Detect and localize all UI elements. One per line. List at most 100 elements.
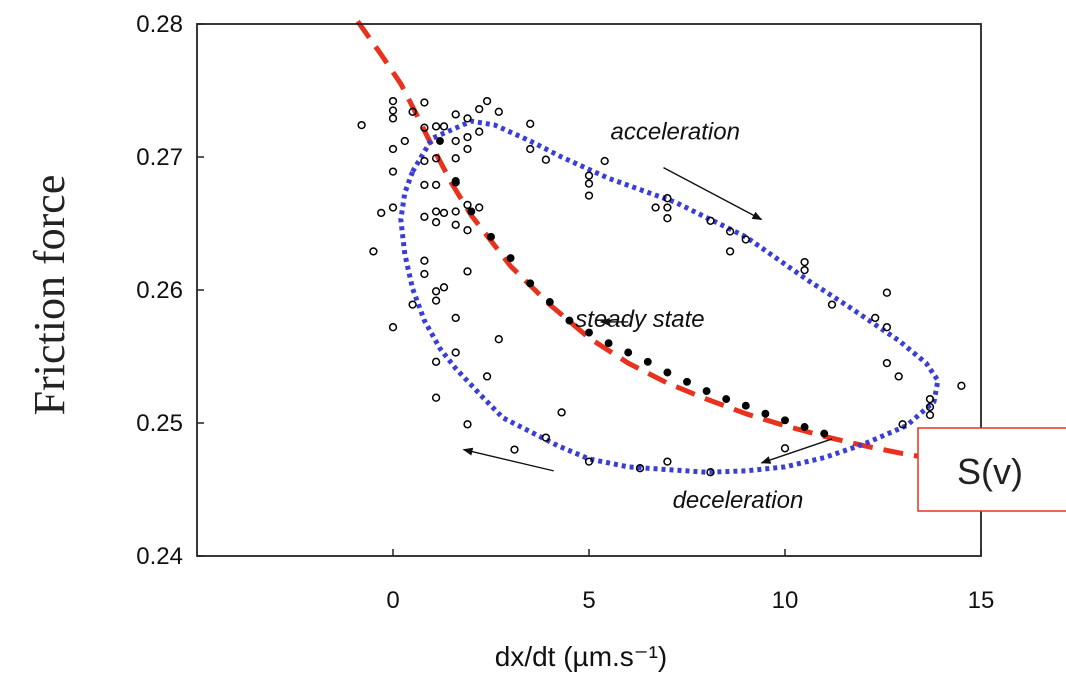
data-point — [357, 120, 366, 130]
data-point — [882, 323, 892, 332]
data-point — [451, 154, 460, 163]
data-point — [431, 207, 441, 216]
steady-state-point — [604, 339, 613, 348]
steady-state-point — [585, 328, 593, 337]
x-tick-label: 10 — [772, 587, 799, 614]
x-tick-label: 0 — [386, 587, 399, 614]
data-point — [706, 216, 715, 225]
data-point — [663, 203, 672, 212]
data-point — [451, 207, 460, 216]
annotation-arrow — [760, 438, 833, 464]
data-point — [451, 110, 460, 119]
annotation-label: acceleration — [611, 119, 740, 146]
data-point — [369, 247, 378, 256]
data-point — [451, 136, 460, 146]
data-point — [420, 123, 429, 132]
steady-state-point — [741, 401, 750, 410]
y-tick-label: 0.25 — [136, 410, 183, 437]
data-point — [800, 257, 809, 267]
steady-state-point — [683, 377, 691, 386]
data-point — [431, 154, 441, 163]
data-point — [400, 136, 409, 146]
data-point — [780, 444, 790, 453]
data-point — [388, 203, 398, 212]
y-tick-label: 0.26 — [136, 277, 183, 304]
data-point — [431, 122, 441, 131]
data-point — [482, 372, 492, 381]
data-point — [408, 107, 417, 116]
steady-state-point — [467, 207, 476, 216]
steady-state-point — [451, 176, 460, 185]
data-point — [431, 357, 441, 366]
data-point — [482, 96, 492, 106]
data-point — [526, 144, 535, 154]
data-point — [431, 218, 441, 227]
data-point — [431, 287, 441, 296]
steady-state-point — [781, 416, 789, 425]
data-point — [494, 335, 503, 344]
data-point — [463, 267, 472, 276]
data-points — [357, 96, 966, 477]
sv-label: S(v) — [957, 451, 1023, 492]
data-point — [420, 98, 429, 107]
data-point — [541, 155, 551, 164]
y-tick-label: 0.27 — [136, 144, 183, 171]
steady-state-point — [761, 409, 770, 418]
data-point — [439, 283, 449, 292]
data-point — [451, 313, 460, 323]
plot-frame — [196, 23, 982, 557]
data-point — [431, 393, 441, 402]
y-axis-label: Friction force — [25, 175, 74, 416]
data-point — [957, 381, 966, 390]
data-point — [463, 144, 472, 154]
steady-state-point — [436, 137, 444, 145]
data-point — [584, 179, 594, 188]
data-point — [463, 420, 472, 429]
data-point — [431, 296, 441, 305]
data-point — [388, 144, 398, 154]
steady-state-point — [526, 279, 535, 288]
annotation-arrow — [462, 447, 554, 472]
data-point — [388, 167, 398, 176]
data-point — [871, 313, 880, 323]
data-point — [882, 288, 892, 297]
data-point — [557, 408, 566, 417]
steady-state-point — [722, 395, 731, 404]
steady-state-fit-curve — [355, 19, 994, 470]
data-point — [451, 348, 460, 357]
curves — [355, 19, 994, 475]
annotation-label: deceleration — [673, 487, 804, 514]
steady-state-point — [820, 429, 829, 438]
y-tick-label: 0.28 — [136, 11, 183, 38]
data-point — [584, 457, 594, 466]
data-point — [725, 227, 735, 236]
axis-ticks: 0.24 0.25 0.26 0.27 0.28 0 5 10 15 — [136, 11, 994, 614]
data-point — [800, 265, 809, 275]
data-point — [420, 269, 429, 279]
data-point — [451, 220, 460, 229]
data-point — [894, 372, 903, 381]
data-point — [420, 256, 429, 265]
data-point — [420, 180, 429, 190]
steady-state-point — [702, 387, 711, 396]
data-point — [420, 212, 429, 221]
data-point — [663, 457, 672, 466]
x-axis-label: dx/dt (µm.s⁻¹) — [495, 641, 667, 672]
data-point — [725, 247, 735, 256]
data-point — [463, 114, 472, 123]
data-point — [408, 300, 417, 309]
data-point — [663, 214, 672, 223]
data-point — [584, 171, 594, 180]
annotation-label: steady state — [575, 306, 704, 333]
data-point — [475, 104, 484, 114]
data-point — [439, 208, 449, 218]
data-point — [388, 114, 398, 123]
data-point — [663, 194, 672, 203]
y-tick-label: 0.24 — [136, 543, 183, 570]
annotation-arrow — [663, 167, 763, 221]
steady-state-point — [545, 298, 554, 306]
steady-state-point — [506, 254, 515, 263]
data-point — [706, 468, 715, 477]
data-point — [388, 106, 398, 115]
